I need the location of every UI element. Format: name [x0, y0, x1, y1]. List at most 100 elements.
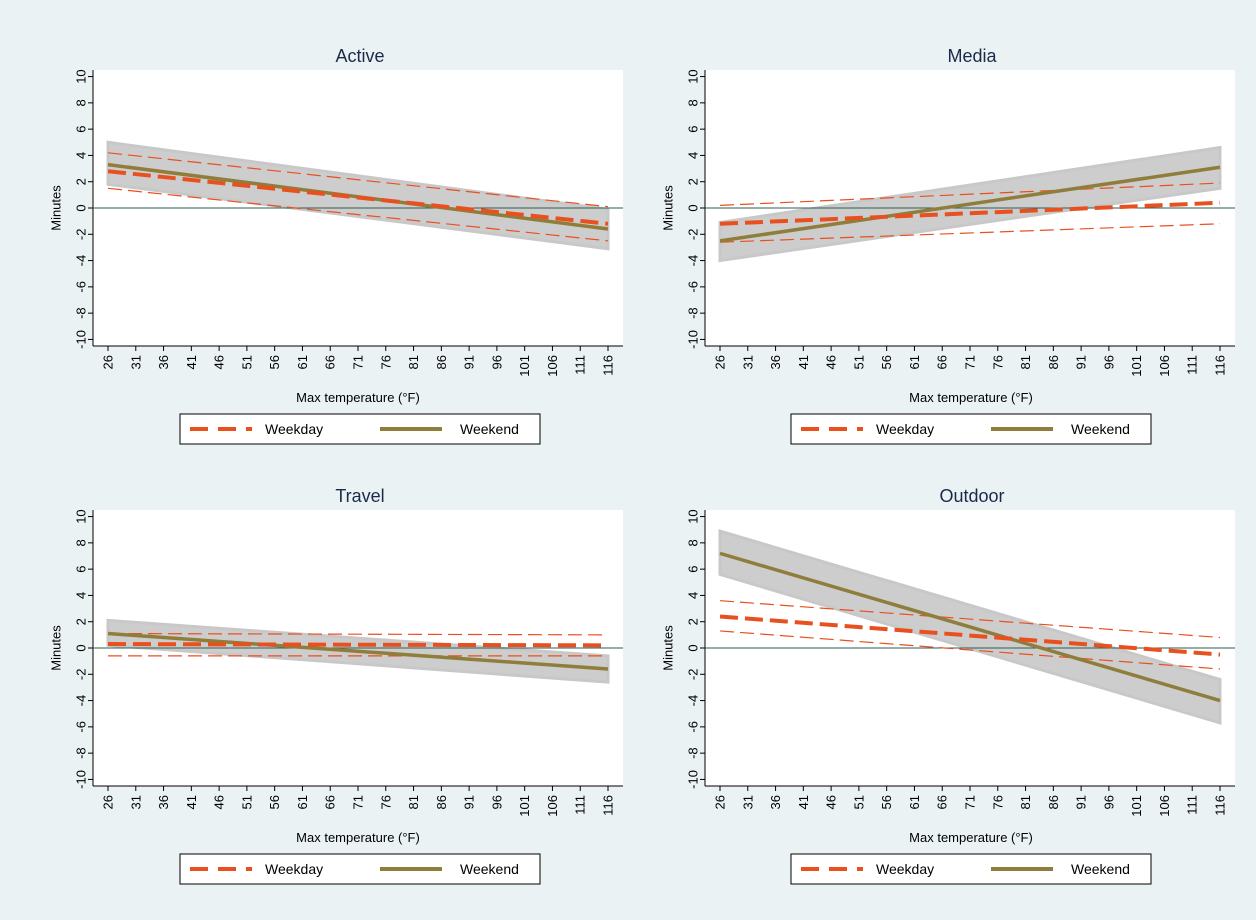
y-tick-label: -2 — [74, 229, 89, 241]
weekend-line — [719, 551, 1221, 703]
x-tick-label: 111 — [1185, 795, 1200, 815]
x-tick-label: 106 — [1157, 795, 1172, 817]
weekend-line — [107, 631, 609, 671]
y-tick-label: 8 — [686, 539, 701, 546]
x-tick-label: 41 — [796, 355, 811, 369]
y-tick-label: 6 — [686, 566, 701, 573]
legend-weekend-label: Weekend — [1071, 861, 1130, 877]
x-tick-label: 56 — [879, 355, 894, 369]
x-tick-label: 96 — [1101, 355, 1116, 369]
weekday-ci-upper — [107, 632, 609, 636]
y-tick-label: 0 — [686, 644, 701, 651]
weekday-line — [107, 169, 609, 226]
x-tick-label: 86 — [434, 355, 449, 369]
x-tick-label: 111 — [573, 795, 588, 815]
x-tick-label: 71 — [963, 795, 978, 809]
x-tick-label: 31 — [128, 355, 143, 369]
x-tick-label: 86 — [1046, 795, 1061, 809]
x-tick-label: 111 — [1185, 355, 1200, 375]
panel-title: Active — [335, 46, 384, 66]
x-tick-label: 51 — [851, 795, 866, 809]
x-tick-label: 106 — [545, 795, 560, 817]
x-tick-label: 96 — [1101, 795, 1116, 809]
y-tick-label: 2 — [686, 178, 701, 185]
y-axis-title: Minutes — [49, 185, 64, 231]
x-tick-label: 111 — [573, 355, 588, 375]
x-tick-label: 81 — [1018, 795, 1033, 809]
y-tick-label: -10 — [74, 770, 89, 789]
y-tick-label: -4 — [74, 695, 89, 707]
legend-weekday-label: Weekday — [265, 421, 323, 437]
y-tick-label: -10 — [686, 770, 701, 789]
x-tick-label: 31 — [128, 795, 143, 809]
y-tick-label: 6 — [686, 126, 701, 133]
weekend-line — [719, 165, 1221, 243]
weekday-ci-upper — [107, 152, 609, 208]
y-tick-label: 2 — [74, 618, 89, 625]
weekday-ci-lower — [719, 630, 1221, 670]
y-tick-label: -8 — [686, 307, 701, 319]
x-tick-label: 71 — [351, 795, 366, 809]
panel-title: Outdoor — [939, 486, 1004, 506]
x-tick-label: 101 — [517, 355, 532, 377]
x-tick-label: 91 — [1074, 355, 1089, 369]
x-tick-label: 41 — [184, 795, 199, 809]
y-axis-title: Minutes — [49, 625, 64, 671]
y-tick-label: -6 — [74, 721, 89, 733]
x-tick-label: 86 — [434, 795, 449, 809]
y-tick-label: 10 — [74, 509, 89, 523]
x-tick-label: 76 — [378, 355, 393, 369]
y-tick-label: 0 — [686, 204, 701, 211]
y-tick-label: -8 — [74, 307, 89, 319]
x-tick-label: 76 — [378, 795, 393, 809]
x-tick-label: 81 — [1018, 355, 1033, 369]
x-tick-label: 101 — [1129, 795, 1144, 817]
legend: Weekday Weekend — [179, 853, 541, 885]
x-axis-title: Max temperature (°F) — [909, 830, 1033, 845]
x-tick-label: 51 — [239, 795, 254, 809]
x-tick-label: 106 — [1157, 355, 1172, 377]
panel-title: Media — [947, 46, 997, 66]
x-tick-label: 46 — [212, 355, 227, 369]
x-tick-label: 76 — [990, 795, 1005, 809]
x-tick-label: 26 — [713, 355, 728, 369]
y-tick-label: -6 — [686, 721, 701, 733]
weekday-line — [719, 614, 1221, 657]
legend: Weekday Weekend — [179, 413, 541, 445]
x-tick-label: 96 — [489, 355, 504, 369]
x-tick-label: 36 — [156, 795, 171, 809]
legend: Weekday Weekend — [790, 853, 1152, 885]
y-tick-label: 6 — [74, 126, 89, 133]
x-tick-label: 51 — [851, 355, 866, 369]
y-tick-label: 10 — [74, 69, 89, 83]
x-tick-label: 41 — [796, 795, 811, 809]
y-tick-label: -6 — [74, 281, 89, 293]
y-tick-label: 8 — [74, 99, 89, 106]
x-tick-label: 46 — [824, 355, 839, 369]
x-tick-label: 71 — [351, 355, 366, 369]
x-tick-label: 41 — [184, 355, 199, 369]
x-tick-label: 56 — [267, 355, 282, 369]
x-tick-label: 101 — [1129, 355, 1144, 377]
legend-weekday-label: Weekday — [265, 861, 323, 877]
y-tick-label: 4 — [74, 592, 89, 599]
x-tick-label: 46 — [212, 795, 227, 809]
x-tick-label: 116 — [601, 795, 616, 816]
y-tick-label: 2 — [74, 178, 89, 185]
legend: Weekday Weekend — [790, 413, 1152, 445]
x-tick-label: 36 — [156, 355, 171, 369]
x-tick-label: 56 — [879, 795, 894, 809]
y-tick-label: -4 — [686, 255, 701, 267]
x-tick-label: 91 — [462, 355, 477, 369]
y-tick-label: -4 — [686, 695, 701, 707]
x-axis-title: Max temperature (°F) — [296, 830, 420, 845]
x-tick-label: 26 — [101, 795, 116, 809]
weekday-line — [107, 642, 609, 648]
y-tick-label: -8 — [686, 747, 701, 759]
y-axis-title: Minutes — [661, 185, 676, 231]
y-tick-label: -2 — [74, 669, 89, 681]
x-tick-label: 91 — [1074, 795, 1089, 809]
